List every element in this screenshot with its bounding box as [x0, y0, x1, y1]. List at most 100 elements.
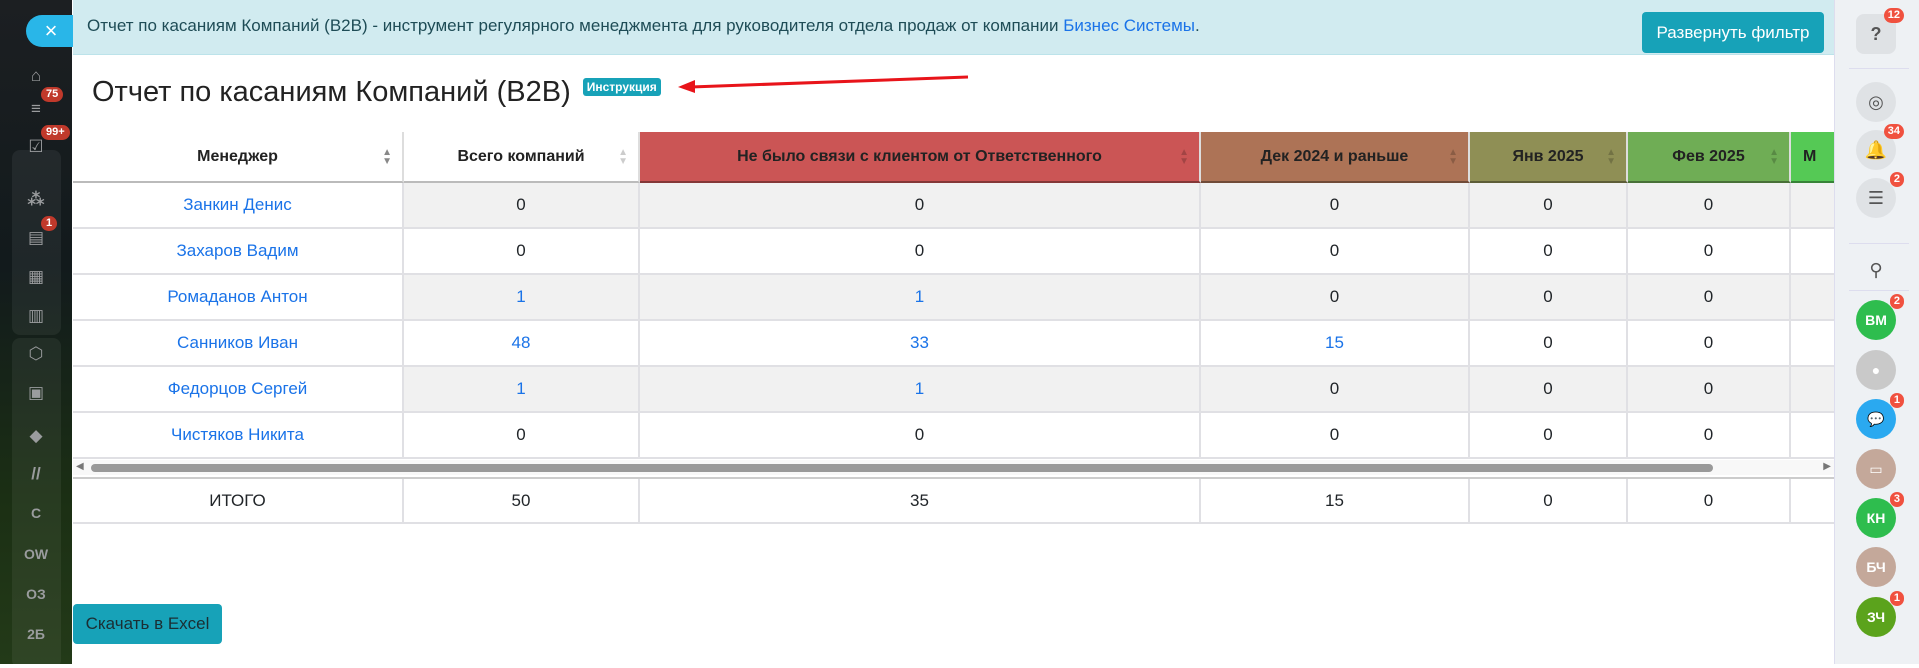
sort-icon[interactable]: ▲ ▼ [618, 146, 628, 167]
notification-badge: 1 [1889, 393, 1904, 408]
column-header[interactable]: Фев 2025 ▲ ▼ [1628, 132, 1791, 183]
column-header[interactable]: Всего компаний ▲ ▼ [404, 132, 640, 183]
table-cell[interactable]: Федорцов Сергей [73, 367, 404, 413]
close-icon[interactable]: × [26, 15, 76, 47]
table-header-row: Менеджер ▲ ▼ Всего компаний ▲ ▼ Не было связи … [73, 132, 1834, 183]
column-header[interactable]: Янв 2025 ▲ ▼ [1470, 132, 1628, 183]
contact-card-icon[interactable]: ▭ [1856, 449, 1896, 489]
company-link[interactable]: Бизнес Системы [1063, 16, 1195, 35]
table-cell[interactable]: Санников Иван [73, 321, 404, 367]
table-cell[interactable]: 1 [640, 367, 1201, 413]
table-cell [1791, 229, 1834, 275]
help-icon[interactable]: ? 12 [1856, 8, 1904, 54]
bell-icon[interactable]: 🔔 34 [1856, 124, 1904, 170]
table-cell[interactable]: Ромаданов Антон [73, 275, 404, 321]
avatar-kn[interactable]: КН 3 [1856, 492, 1904, 538]
icon-glyph: ⚲ [1869, 260, 1883, 280]
sidebar-item-2Б[interactable]: 2Б [27, 626, 45, 642]
table-cell[interactable]: 1 [640, 275, 1201, 321]
icon-glyph: ЗЧ [1866, 609, 1886, 625]
search-icon[interactable]: ⚲ [1856, 250, 1896, 290]
tasks-icon[interactable]: ☑ [28, 137, 44, 156]
table-cell[interactable]: 33 [640, 321, 1201, 367]
column-header[interactable]: М▲▼ [1791, 132, 1834, 183]
cell-text[interactable]: Захаров Вадим [176, 241, 299, 260]
table-cell[interactable]: 1 [404, 367, 640, 413]
avatar-photo[interactable]: ● [1856, 350, 1896, 390]
table-cell[interactable]: Занкин Денис [73, 183, 404, 229]
instruction-badge[interactable]: Инструкция [582, 78, 661, 96]
sidebar-badge: 99+ [41, 125, 70, 140]
cell-text: 0 [1543, 287, 1553, 306]
column-header[interactable]: Дек 2024 и раньше ▲ ▼ [1201, 132, 1470, 183]
icon-glyph: ▭ [1869, 461, 1883, 477]
cell-text[interactable]: 1 [516, 379, 526, 398]
table-cell: ИТОГО [73, 479, 404, 524]
chat-list-icon[interactable]: ☰ 2 [1856, 172, 1904, 218]
sidebar-item-ОЗ[interactable]: ОЗ [26, 586, 46, 602]
sort-icon[interactable]: ▲ ▼ [1448, 146, 1458, 167]
presentation-icon[interactable]: ▣ [27, 383, 45, 402]
logo-icon[interactable]: // [31, 464, 41, 483]
cell-text: 0 [914, 425, 925, 444]
feed-icon[interactable]: ▤ [27, 228, 45, 247]
sidebar-item-С[interactable]: С [30, 505, 42, 521]
cell-text[interactable]: Санников Иван [177, 333, 298, 352]
notification-badge: 3 [1889, 492, 1904, 507]
cell-text[interactable]: 33 [910, 333, 929, 352]
column-header[interactable]: Менеджер ▲ ▼ [73, 132, 404, 183]
table-cell: 0 [1201, 275, 1470, 321]
table-cell[interactable]: 15 [1201, 321, 1470, 367]
cell-text[interactable]: 1 [516, 287, 526, 306]
table-cell[interactable]: Чистяков Никита [73, 413, 404, 459]
home-icon[interactable]: ⌂ [30, 66, 42, 85]
sort-icon[interactable]: ▲ ▼ [1606, 146, 1616, 167]
expand-filter-button[interactable]: Развернуть фильтр [1642, 12, 1824, 53]
cell-text: 0 [1543, 241, 1553, 260]
avatar-zch[interactable]: ЗЧ 1 [1856, 591, 1904, 637]
horizontal-scrollbar[interactable]: ◀ ▶ [73, 460, 1834, 475]
table-cell [1791, 367, 1834, 413]
cell-text: 0 [1543, 425, 1553, 444]
icon-glyph: ● [1871, 362, 1881, 378]
table-cell: 15 [1201, 479, 1470, 524]
document-icon[interactable]: ▥ [27, 306, 45, 325]
copilot-icon[interactable]: ◎ [1856, 82, 1896, 122]
scrollbar-thumb[interactable] [91, 464, 1713, 472]
avatar-bch[interactable]: БЧ [1856, 547, 1896, 587]
sort-icon[interactable]: ▲ ▼ [1179, 146, 1189, 167]
table-cell: 0 [1470, 321, 1628, 367]
table-cell[interactable]: 1 [404, 275, 640, 321]
table-cell [1791, 275, 1834, 321]
sidebar-item-OW[interactable]: OW [23, 546, 49, 562]
avatar-vm[interactable]: ВМ 2 [1856, 294, 1904, 340]
calendar-icon[interactable]: ▦ [27, 267, 45, 286]
sort-icon[interactable]: ▲ ▼ [382, 146, 392, 167]
cell-text: Янв 2025 [1512, 147, 1584, 165]
table-cell: 0 [1470, 413, 1628, 459]
cell-text[interactable]: Занкин Денис [183, 195, 292, 214]
sites-icon[interactable]: ⁂ [27, 190, 45, 209]
cell-text[interactable]: Ромаданов Антон [167, 287, 308, 306]
cell-text[interactable]: 1 [914, 287, 925, 306]
chat-icon[interactable]: 💬 1 [1856, 393, 1904, 439]
hexagon-icon[interactable]: ⬡ [28, 344, 44, 363]
table-cell[interactable]: Захаров Вадим [73, 229, 404, 275]
download-excel-button[interactable]: Скачать в Excel [73, 604, 222, 644]
sidebar-group [12, 338, 61, 668]
cell-text[interactable]: Федорцов Сергей [167, 379, 308, 398]
cell-text[interactable]: 1 [914, 379, 925, 398]
notification-badge: 1 [1889, 591, 1904, 606]
column-header[interactable]: Не было связи с клиентом от Ответственно… [640, 132, 1201, 183]
filter-icon[interactable]: ≡ [31, 99, 41, 118]
sort-icon[interactable]: ▲ ▼ [1769, 146, 1779, 167]
cell-text[interactable]: 15 [1325, 333, 1344, 352]
scroll-left-icon[interactable]: ◀ [76, 461, 84, 472]
table-cell[interactable]: 48 [404, 321, 640, 367]
cell-text[interactable]: 48 [511, 333, 531, 352]
report-table: Менеджер ▲ ▼ Всего компаний ▲ ▼ Не было связи … [73, 132, 1834, 524]
scroll-right-icon[interactable]: ▶ [1823, 461, 1831, 472]
sidebar-badge: 1 [41, 216, 58, 231]
box-icon[interactable]: ◆ [29, 426, 43, 445]
cell-text[interactable]: Чистяков Никита [171, 425, 304, 444]
